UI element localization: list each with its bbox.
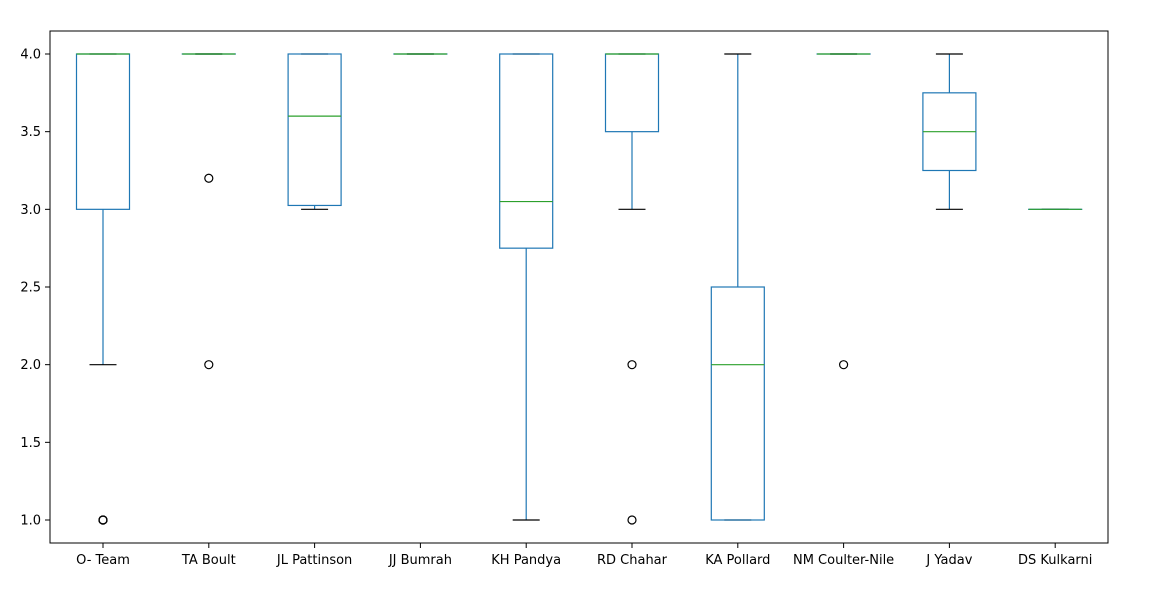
y-tick-label: 2.0 (20, 358, 41, 373)
x-tick-label: KH Pandya (491, 553, 561, 568)
y-tick-label: 4.0 (20, 48, 41, 63)
y-tick-label: 3.0 (20, 203, 41, 218)
y-tick-label: 3.5 (20, 125, 41, 140)
y-tick-label: 1.0 (20, 514, 41, 529)
x-tick-label: J Yadav (925, 553, 972, 568)
x-tick-label: JL Pattinson (276, 553, 352, 568)
y-tick-label: 2.5 (20, 281, 41, 296)
x-tick-label: RD Chahar (597, 553, 668, 568)
x-tick-label: DS Kulkarni (1018, 553, 1092, 568)
x-tick-label: JJ Bumrah (388, 553, 452, 568)
x-tick-label: TA Boult (181, 553, 236, 568)
x-tick-label: O- Team (76, 553, 130, 568)
x-tick-label: NM Coulter-Nile (793, 553, 894, 568)
x-tick-label: KA Pollard (705, 553, 770, 568)
y-tick-label: 1.5 (20, 436, 41, 451)
